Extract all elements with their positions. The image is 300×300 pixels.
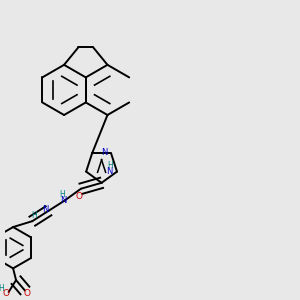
Text: H: H <box>31 211 37 220</box>
Text: O: O <box>2 289 9 298</box>
Text: O: O <box>76 192 83 201</box>
Text: O: O <box>23 289 31 298</box>
Text: H: H <box>107 160 112 169</box>
Text: H: H <box>0 284 4 293</box>
Text: N: N <box>60 196 66 205</box>
Text: N: N <box>101 148 108 157</box>
Text: H: H <box>59 190 65 199</box>
Text: N: N <box>42 205 49 214</box>
Text: N: N <box>106 167 113 176</box>
